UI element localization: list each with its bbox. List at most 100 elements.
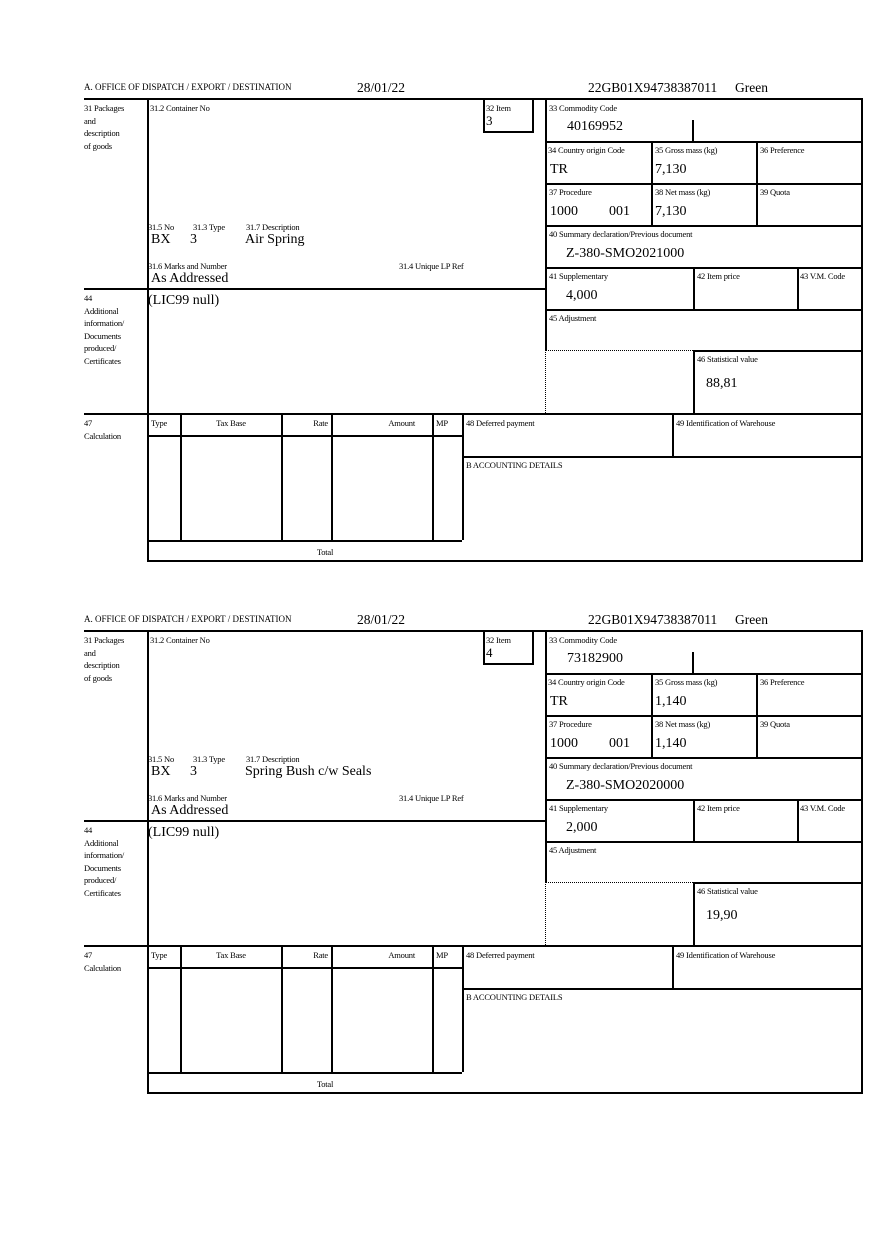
deferred-payment-label: 48 Deferred payment [466,418,535,428]
rule [483,131,534,133]
dotted-rule [545,882,693,883]
type-label: 31.3 Type [193,754,225,764]
rule [545,630,547,882]
rule [545,98,547,350]
calc-header-rate: Rate [313,418,328,428]
item-label: 32 Item [486,635,511,645]
rule [331,413,333,540]
country-origin-value: TR [550,694,568,709]
procedure-value: 1000 [550,204,578,219]
rule [545,757,862,759]
rule [331,945,333,1072]
calc-header-type: Type [151,950,168,960]
additional-info-value: (LIC99 null) [148,293,220,308]
country-origin-label: 34 Country origin Code [548,145,625,155]
supplementary-label: 41 Supplementary [549,271,608,281]
gross-mass-label: 35 Gross mass (kg) [655,677,718,687]
quota-label: 39 Quota [760,719,790,729]
rule [147,1092,863,1094]
rule [432,945,434,1072]
rule [84,98,863,100]
rule [180,945,182,1072]
calculation-label: 47 Calculation [84,418,121,441]
calc-header-rate: Rate [313,950,328,960]
container-no-label: 31.2 Container No [150,103,210,113]
rule [693,350,862,352]
preference-label: 36 Preference [760,677,805,687]
no-label: 31.5 No [148,222,174,232]
statistical-value-label: 46 Statistical value [697,886,758,896]
rule [861,630,863,1093]
preference-label: 36 Preference [760,145,805,155]
marks-label: 31.6 Marks and Number [148,793,227,803]
reference-number: 22GB01X94738387011 [588,612,718,627]
type-value: 3 [190,764,197,779]
rule [756,141,758,225]
net-mass-value: 1,140 [655,736,687,751]
procedure-label: 37 Procedure [549,719,592,729]
dotted-rule [545,350,693,351]
declaration-item-form: A. OFFICE OF DISPATCH / EXPORT / DESTINA… [0,612,882,1112]
description-label: 31.7 Description [246,222,300,232]
rule [861,98,863,561]
item-value: 4 [486,645,493,660]
warehouse-label: 49 Identification of Warehouse [676,418,776,428]
vm-code-label: 43 V.M. Code [800,271,845,281]
commodity-code-label: 33 Commodity Code [549,635,617,645]
summary-declaration-value: Z-380-SMO2020000 [566,778,685,793]
country-origin-label: 34 Country origin Code [548,677,625,687]
no-label: 31.5 No [148,754,174,764]
unique-lp-ref-label: 31.4 Unique LP Ref [399,261,464,271]
additional-info-value: (LIC99 null) [148,825,220,840]
rule [147,540,462,542]
rule [545,799,862,801]
commodity-code-label: 33 Commodity Code [549,103,617,113]
route: Green [735,612,768,627]
unique-lp-ref-label: 31.4 Unique LP Ref [399,793,464,803]
rule [693,882,862,884]
calc-header-mp: MP [436,950,448,960]
procedure-additional-value: 001 [609,204,630,219]
rule [532,98,534,132]
adjustment-label: 45 Adjustment [549,845,597,855]
rule [693,267,695,309]
total-label: Total [316,1079,334,1089]
calc-header-tax-base: Tax Base [216,418,246,428]
rule [462,945,464,1072]
description-label: 31.7 Description [246,754,300,764]
rule [483,630,485,664]
office-heading: A. OFFICE OF DISPATCH / EXPORT / DESTINA… [84,82,292,92]
calc-header-amount: Amount [388,950,415,960]
calculation-label: 47 Calculation [84,950,121,973]
rule [545,715,862,717]
net-mass-label: 38 Net mass (kg) [655,719,711,729]
rule [84,413,863,415]
reference-number: 22GB01X94738387011 [588,80,718,95]
calc-header-tax-base: Tax Base [216,950,246,960]
accounting-details-label: B ACCOUNTING DETAILS [466,460,563,470]
packages-label: 31 Packages and description of goods [84,635,125,683]
rule [432,413,434,540]
rule [545,225,862,227]
rule [545,183,862,185]
route: Green [735,80,768,95]
statistical-value: 19,90 [706,908,738,923]
procedure-additional-value: 001 [609,736,630,751]
marks-label: 31.6 Marks and Number [148,261,227,271]
rule [281,945,283,1072]
country-origin-value: TR [550,162,568,177]
date: 28/01/22 [357,612,406,627]
supplementary-value: 4,000 [566,288,598,303]
quota-label: 39 Quota [760,187,790,197]
summary-declaration-label: 40 Summary declaration/Previous document [549,229,693,239]
office-heading: A. OFFICE OF DISPATCH / EXPORT / DESTINA… [84,614,292,624]
total-label: Total [316,547,334,557]
rule [692,120,694,141]
calc-header-type: Type [151,418,168,428]
rule [147,1072,462,1074]
rule [651,673,653,757]
summary-declaration-label: 40 Summary declaration/Previous document [549,761,693,771]
rule [281,413,283,540]
rule [797,267,799,309]
dotted-rule [545,350,546,413]
